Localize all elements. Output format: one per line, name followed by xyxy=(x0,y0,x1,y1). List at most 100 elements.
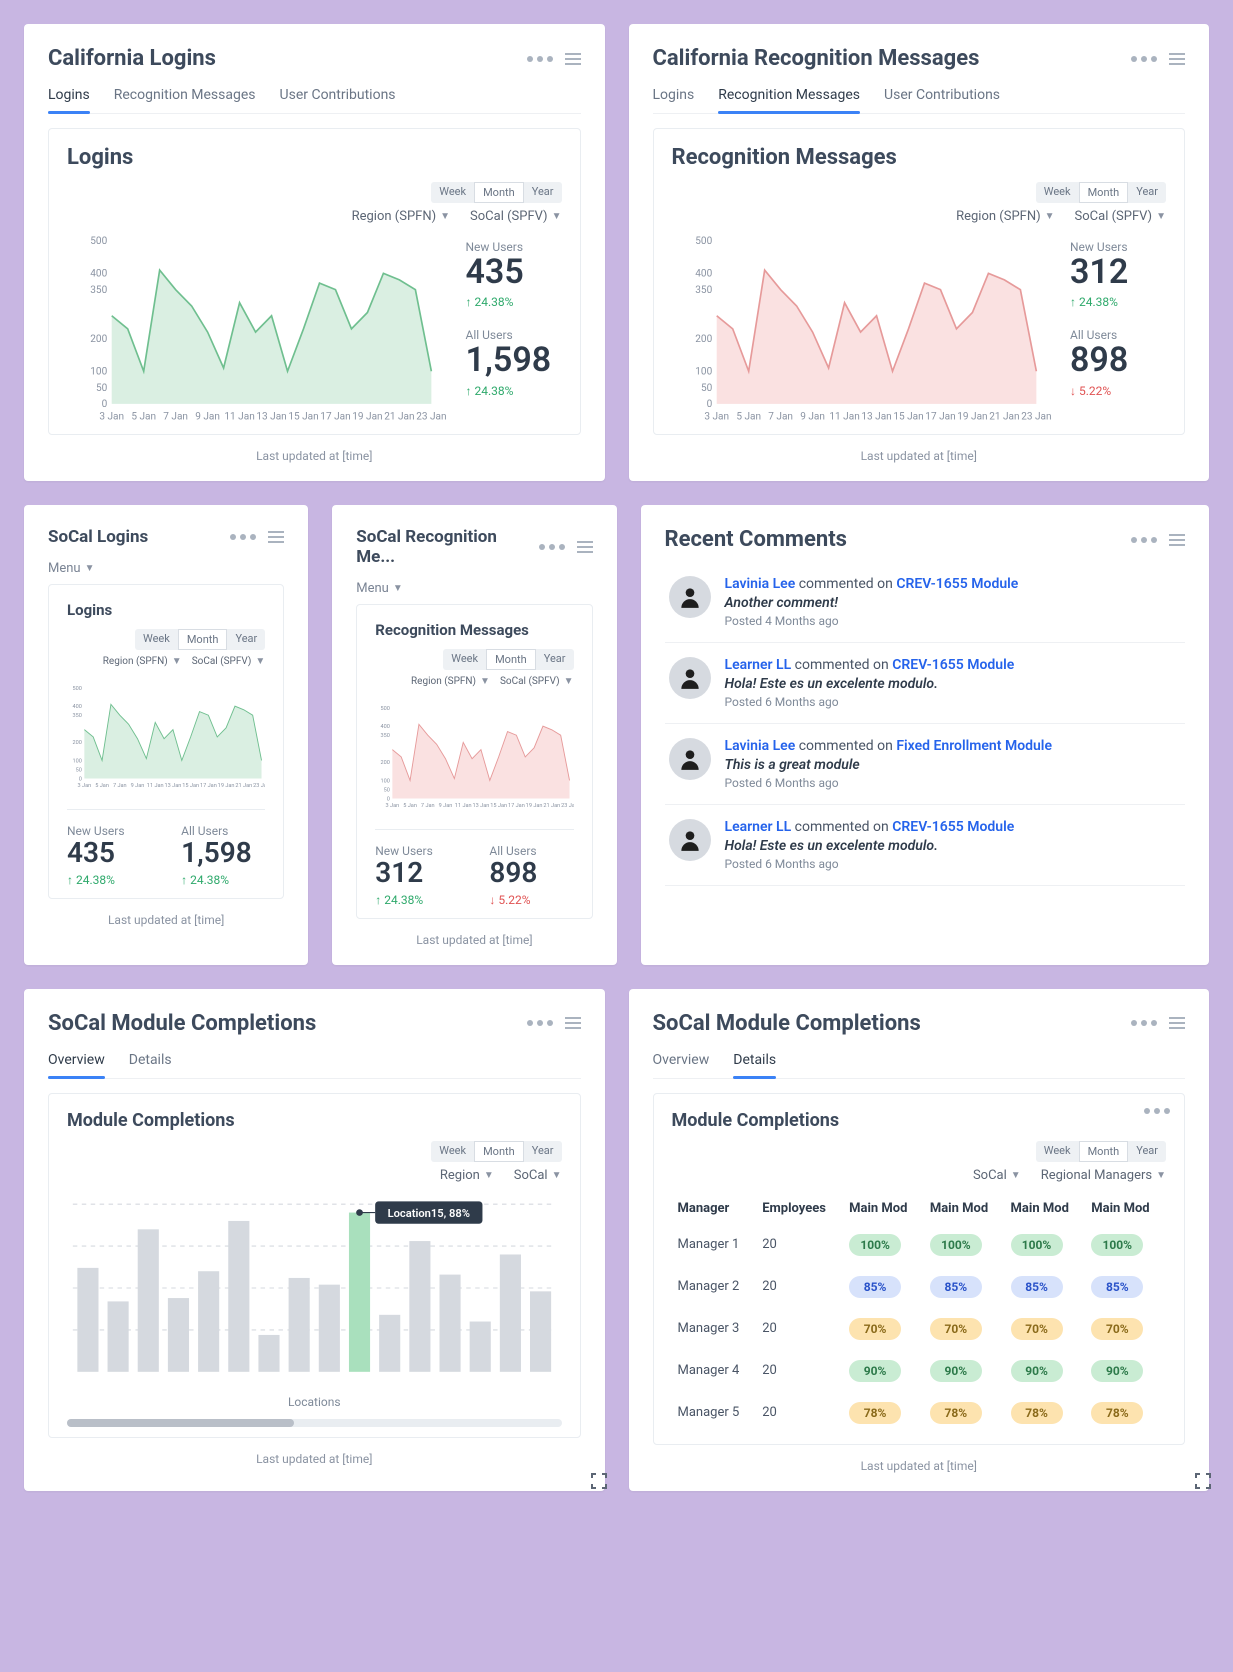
comment-user[interactable]: Lavinia Lee xyxy=(725,576,796,592)
tab-details[interactable]: Details xyxy=(129,1046,172,1078)
completion-pill: 100% xyxy=(930,1234,982,1256)
card-title: California Logins xyxy=(48,46,216,71)
more-icon[interactable] xyxy=(230,534,256,540)
svg-text:500: 500 xyxy=(381,706,390,712)
svg-text:400: 400 xyxy=(381,724,390,730)
svg-text:500: 500 xyxy=(695,236,712,247)
scrollbar[interactable] xyxy=(67,1419,562,1427)
svg-text:0: 0 xyxy=(102,399,108,410)
comment-target[interactable]: CREV-1655 Module xyxy=(892,819,1014,835)
panel-title: Logins xyxy=(67,145,562,170)
table-header: Employees xyxy=(756,1193,843,1224)
table-row: Manager 32070%70%70%70% xyxy=(672,1308,1167,1350)
filter-regional-managers[interactable]: Regional Managers▼ xyxy=(1041,1168,1166,1183)
menu-dropdown[interactable]: Menu▼ xyxy=(48,561,95,576)
more-icon[interactable] xyxy=(539,544,565,550)
svg-text:19 Jan: 19 Jan xyxy=(526,803,543,809)
svg-text:400: 400 xyxy=(695,269,712,280)
filter-socal[interactable]: SoCal (SPFV)▼ xyxy=(500,676,574,687)
completion-table: ManagerEmployeesMain ModMain ModMain Mod… xyxy=(672,1193,1167,1434)
tab-logins[interactable]: Logins xyxy=(653,81,695,113)
arrow-up-icon: ↑ xyxy=(1070,295,1076,309)
tab-contributions[interactable]: User Contributions xyxy=(884,81,1000,113)
comment-text: This is a great module xyxy=(725,757,1052,773)
tab-overview[interactable]: Overview xyxy=(653,1046,710,1078)
svg-text:9 Jan: 9 Jan xyxy=(439,803,453,809)
area-chart: 0501002003504005003 Jan5 Jan7 Jan9 Jan11… xyxy=(672,234,1057,424)
menu-dropdown[interactable]: Menu▼ xyxy=(356,581,403,596)
comment-user[interactable]: Learner LL xyxy=(725,657,792,673)
svg-text:500: 500 xyxy=(72,686,81,692)
menu-icon[interactable] xyxy=(565,53,581,65)
panel-more-icon[interactable] xyxy=(1144,1108,1170,1114)
svg-text:5 Jan: 5 Jan xyxy=(95,783,109,789)
svg-text:100: 100 xyxy=(695,367,712,378)
area-chart: 0501002003504005003 Jan5 Jan7 Jan9 Jan11… xyxy=(375,697,573,817)
more-icon[interactable] xyxy=(1131,537,1157,543)
table-row: Manager 120100%100%100%100% xyxy=(672,1224,1167,1266)
more-icon[interactable] xyxy=(527,1020,553,1026)
tab-details[interactable]: Details xyxy=(733,1046,776,1078)
expand-icon[interactable] xyxy=(1193,1471,1213,1495)
tab-contributions[interactable]: User Contributions xyxy=(280,81,396,113)
avatar-icon xyxy=(669,576,711,618)
card-california-recognition: California Recognition Messages Logins R… xyxy=(629,24,1210,481)
time-segment[interactable]: WeekMonthYear xyxy=(135,629,265,650)
comment-target[interactable]: Fixed Enrollment Module xyxy=(896,738,1052,754)
last-updated: Last updated at [time] xyxy=(653,449,1186,463)
svg-text:21 Jan: 21 Jan xyxy=(544,803,561,809)
filter-region[interactable]: Region (SPFN)▼ xyxy=(103,656,182,667)
filter-region[interactable]: Region (SPFN)▼ xyxy=(352,209,450,224)
expand-icon[interactable] xyxy=(589,1471,609,1495)
filter-socal[interactable]: SoCal (SPFV)▼ xyxy=(1075,209,1166,224)
completion-pill: 100% xyxy=(1091,1234,1143,1256)
panel-title: Module Completions xyxy=(672,1110,1167,1131)
completion-pill: 100% xyxy=(849,1234,901,1256)
avatar-icon xyxy=(669,819,711,861)
filter-region[interactable]: Region (SPFN)▼ xyxy=(411,676,490,687)
tab-recognition[interactable]: Recognition Messages xyxy=(718,81,860,113)
svg-text:21 Jan: 21 Jan xyxy=(989,412,1019,423)
menu-icon[interactable] xyxy=(565,1017,581,1029)
x-axis-label: Locations xyxy=(67,1395,562,1409)
more-icon[interactable] xyxy=(527,56,553,62)
svg-text:7 Jan: 7 Jan xyxy=(163,412,188,423)
filter-region[interactable]: Region (SPFN)▼ xyxy=(956,209,1054,224)
menu-icon[interactable] xyxy=(1169,53,1185,65)
time-segment[interactable]: WeekMonthYear xyxy=(1036,182,1166,203)
svg-text:0: 0 xyxy=(706,399,712,410)
comment-item: Learner LL commented on CREV-1655 Module… xyxy=(665,805,1186,886)
filter-socal[interactable]: SoCal (SPFV)▼ xyxy=(192,656,266,667)
time-segment[interactable]: WeekMonthYear xyxy=(431,1141,561,1162)
filter-socal[interactable]: SoCal▼ xyxy=(514,1168,562,1183)
comment-target[interactable]: CREV-1655 Module xyxy=(892,657,1014,673)
completion-pill: 85% xyxy=(930,1276,982,1298)
svg-text:50: 50 xyxy=(384,787,390,793)
time-segment[interactable]: WeekMonthYear xyxy=(1036,1141,1166,1162)
svg-text:50: 50 xyxy=(96,383,108,394)
area-chart: 0501002003504005003 Jan5 Jan7 Jan9 Jan11… xyxy=(67,234,452,424)
svg-text:23 Jan: 23 Jan xyxy=(416,412,446,423)
svg-text:200: 200 xyxy=(90,334,107,345)
time-segment[interactable]: WeekMonthYear xyxy=(431,182,561,203)
menu-icon[interactable] xyxy=(1169,1017,1185,1029)
tab-logins[interactable]: Logins xyxy=(48,81,90,113)
menu-icon[interactable] xyxy=(577,541,593,553)
tab-recognition[interactable]: Recognition Messages xyxy=(114,81,256,113)
svg-text:17 Jan: 17 Jan xyxy=(200,783,217,789)
tab-overview[interactable]: Overview xyxy=(48,1046,105,1078)
filter-region[interactable]: Region▼ xyxy=(440,1168,494,1183)
time-segment[interactable]: WeekMonthYear xyxy=(443,649,573,670)
comment-target[interactable]: CREV-1655 Module xyxy=(896,576,1018,592)
filter-socal[interactable]: SoCal (SPFV)▼ xyxy=(470,209,561,224)
svg-text:0: 0 xyxy=(79,776,82,782)
filter-socal[interactable]: SoCal▼ xyxy=(973,1168,1021,1183)
more-icon[interactable] xyxy=(1131,56,1157,62)
more-icon[interactable] xyxy=(1131,1020,1157,1026)
comment-user[interactable]: Learner LL xyxy=(725,819,792,835)
menu-icon[interactable] xyxy=(1169,534,1185,546)
completion-pill: 90% xyxy=(930,1360,982,1382)
completion-pill: 78% xyxy=(1011,1402,1063,1424)
comment-user[interactable]: Lavinia Lee xyxy=(725,738,796,754)
menu-icon[interactable] xyxy=(268,531,284,543)
